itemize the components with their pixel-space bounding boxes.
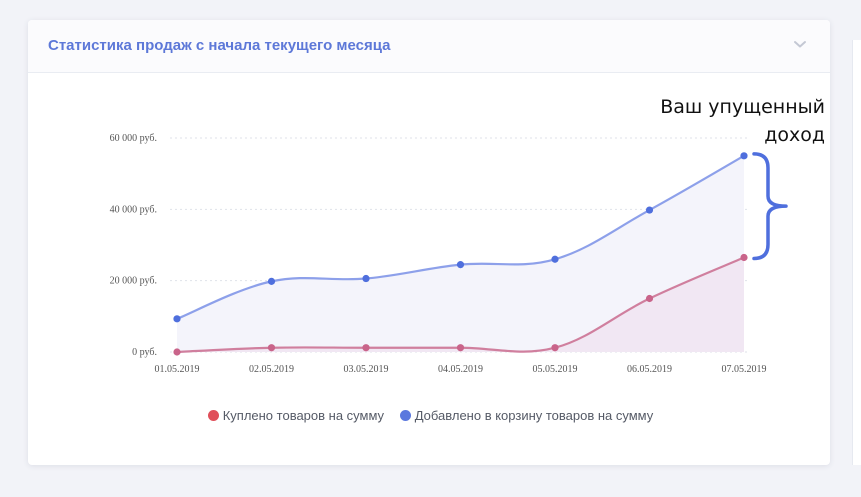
data-point-series-0[interactable]	[173, 348, 181, 356]
card-title: Статистика продаж с начала текущего меся…	[48, 37, 391, 54]
legend-dot-icon	[207, 410, 219, 421]
data-point-series-1[interactable]	[645, 206, 654, 214]
chevron-down-icon	[794, 41, 806, 48]
legend-item-added-to-cart[interactable]: Добавлено в корзину товаров на сумму	[399, 408, 654, 423]
x-tick-label: 06.05.2019	[627, 364, 672, 375]
y-tick-label: 0 руб.	[132, 347, 157, 358]
legend-dot-icon	[399, 410, 411, 421]
data-point-series-1[interactable]	[551, 255, 559, 263]
data-point-series-0[interactable]	[551, 344, 559, 352]
data-point-series-0[interactable]	[362, 344, 370, 352]
lost-income-annotation: Ваш упущенный доход	[660, 93, 825, 149]
series-area-0	[177, 257, 744, 352]
y-tick-label: 40 000 руб.	[110, 204, 157, 215]
data-point-series-1[interactable]	[267, 277, 276, 285]
series-area-1	[177, 155, 744, 352]
data-point-series-1[interactable]	[173, 315, 181, 323]
lost-income-brace	[752, 152, 788, 261]
annotation-line-2: доход	[764, 124, 825, 146]
data-point-series-1[interactable]	[362, 274, 370, 283]
data-point-series-0[interactable]	[267, 344, 276, 352]
data-point-series-0[interactable]	[740, 253, 748, 262]
data-point-series-1[interactable]	[456, 261, 465, 269]
x-tick-label: 02.05.2019	[249, 364, 294, 375]
card-header: Статистика продаж с начала текущего меся…	[28, 20, 830, 73]
x-tick-label: 03.05.2019	[344, 364, 389, 375]
legend-label-purchased: Куплено товаров на сумму	[222, 408, 385, 423]
x-tick-label: 05.05.2019	[533, 364, 578, 375]
data-point-series-0[interactable]	[456, 344, 465, 352]
y-tick-label: 60 000 руб.	[110, 133, 157, 144]
data-point-series-0[interactable]	[645, 294, 654, 303]
collapse-button[interactable]	[792, 36, 808, 52]
x-tick-label: 07.05.2019	[722, 364, 767, 375]
y-tick-label: 20 000 руб.	[110, 276, 157, 287]
adjacent-panel-edge	[852, 40, 861, 465]
chart-legend: Куплено товаров на сумму Добавлено в кор…	[0, 408, 861, 423]
x-tick-label: 01.05.2019	[155, 364, 200, 375]
legend-label-added-to-cart: Добавлено в корзину товаров на сумму	[414, 408, 654, 423]
x-tick-label: 04.05.2019	[438, 364, 483, 375]
data-point-series-1[interactable]	[740, 152, 748, 160]
legend-item-purchased[interactable]: Куплено товаров на сумму	[207, 408, 385, 423]
annotation-line-1: Ваш упущенный	[660, 96, 825, 118]
